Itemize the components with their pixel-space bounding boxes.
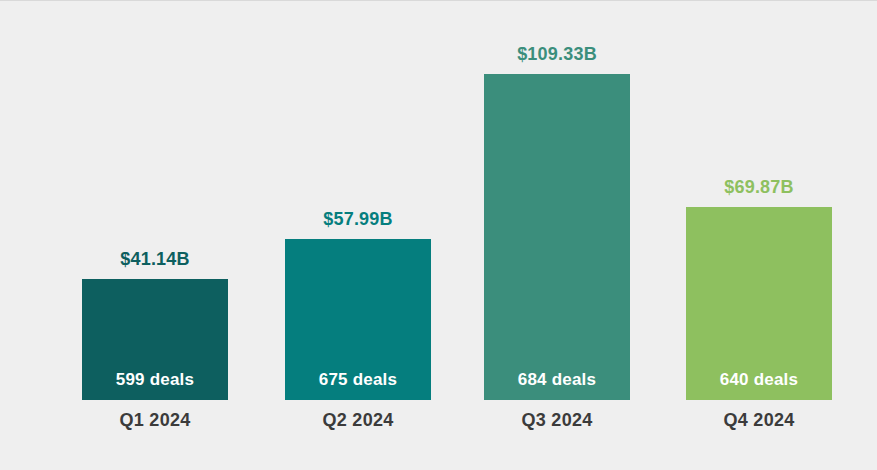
bar-category-label: Q3 2024: [521, 410, 592, 431]
bar: 675 deals: [285, 239, 431, 400]
bar-category-label: Q2 2024: [322, 410, 393, 431]
bar-group-q4-2024: $69.87B 640 deals Q4 2024: [686, 207, 832, 400]
bar-deals-label: 675 deals: [285, 370, 431, 390]
quarterly-deals-bar-chart: $41.14B 599 deals Q1 2024 $57.99B 675 de…: [0, 0, 877, 470]
bar: 684 deals: [484, 74, 630, 400]
bar: 640 deals: [686, 207, 832, 400]
bar-category-label: Q1 2024: [119, 410, 190, 431]
bar-deals-label: 640 deals: [686, 370, 832, 390]
bar-value-label: $69.87B: [724, 177, 793, 198]
bar-group-q2-2024: $57.99B 675 deals Q2 2024: [285, 239, 431, 400]
bar: 599 deals: [82, 279, 228, 400]
bar-value-label: $57.99B: [323, 209, 392, 230]
bar-group-q1-2024: $41.14B 599 deals Q1 2024: [82, 279, 228, 400]
bar-group-q3-2024: $109.33B 684 deals Q3 2024: [484, 74, 630, 400]
bar-deals-label: 684 deals: [484, 370, 630, 390]
bar-value-label: $41.14B: [120, 249, 189, 270]
bar-deals-label: 599 deals: [82, 370, 228, 390]
bar-category-label: Q4 2024: [723, 410, 794, 431]
bar-value-label: $109.33B: [517, 44, 597, 65]
